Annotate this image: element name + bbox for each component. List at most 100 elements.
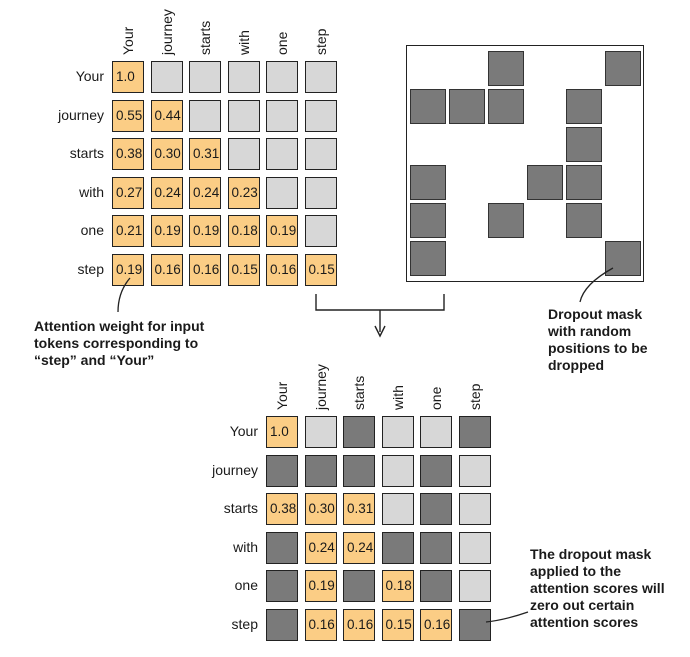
masked-cell-0-1 — [304, 416, 337, 448]
mask-cell-3-4 — [566, 165, 602, 200]
masked-cell-1-1 — [304, 454, 337, 487]
masked-cell-1-5 — [458, 454, 491, 487]
weights-cell-0-5 — [304, 61, 337, 93]
weights-row-label-with: with — [79, 183, 104, 200]
masked-cell-5-2: 0.16 — [343, 608, 375, 641]
masked-cell-5-1: 0.16 — [304, 608, 337, 641]
weights-cell-1-2 — [189, 99, 221, 132]
masked-row-label-journey: journey — [212, 461, 258, 478]
weights-cell-1-0: 0.55 — [112, 99, 144, 132]
mask-cell-0-5 — [605, 51, 641, 86]
masked-cell-3-4 — [420, 531, 452, 564]
weights-cell-1-3 — [227, 99, 260, 132]
attention-pointer-line — [117, 277, 131, 313]
masked-cell-1-3 — [381, 454, 414, 487]
masked-cell-2-3 — [381, 493, 414, 525]
masked-cell-0-4 — [420, 416, 452, 448]
masked-cell-0-2 — [343, 416, 375, 448]
mask-cell-1-1 — [449, 89, 485, 124]
masked-row-label-Your: Your — [229, 423, 258, 439]
weights-cell-3-1: 0.24 — [150, 176, 183, 209]
weights-cell-1-4 — [266, 99, 298, 132]
masked-cell-0-5 — [458, 416, 491, 448]
weights-cell-0-2 — [189, 61, 221, 93]
weights-row-label-one: one — [80, 222, 104, 238]
down-arrow-head — [374, 325, 386, 338]
masked-row-label-with: with — [233, 538, 258, 555]
masked-cell-3-3 — [381, 531, 414, 564]
weights-row-label-journey: journey — [58, 106, 104, 123]
masked-cell-2-4 — [420, 493, 452, 525]
weights-cell-0-0: 1.0 — [112, 61, 144, 93]
weights-row-label-starts: starts — [69, 145, 104, 161]
weights-cell-2-2: 0.31 — [189, 138, 221, 170]
weights-row-label-Your: Your — [75, 68, 104, 84]
masked-cell-3-2: 0.24 — [343, 531, 375, 564]
weights-cell-3-4 — [266, 176, 298, 209]
weights-cell-0-3 — [227, 61, 260, 93]
weights-cell-3-5 — [304, 176, 337, 209]
masked-cell-3-1: 0.24 — [304, 531, 337, 564]
masked-cell-5-0 — [266, 608, 298, 641]
dropout-mask-annotation: Dropout mask with random positions to be… — [548, 306, 648, 373]
mask-cell-1-0 — [410, 89, 446, 124]
weights-cell-5-1: 0.16 — [150, 253, 183, 286]
masked-cell-3-0 — [266, 531, 298, 564]
weights-cell-4-1: 0.19 — [150, 215, 183, 247]
mask-cell-1-4 — [566, 89, 602, 124]
weights-cell-1-1: 0.44 — [150, 99, 183, 132]
weights-cell-3-0: 0.27 — [112, 176, 144, 209]
dropout-applied-annotation: The dropout mask applied to the attentio… — [530, 546, 665, 630]
masked-cell-5-5 — [458, 608, 491, 641]
masked-cell-2-2: 0.31 — [343, 493, 375, 525]
mask-pointer-line — [579, 267, 614, 303]
weights-cell-4-0: 0.21 — [112, 215, 144, 247]
bracket — [315, 294, 445, 311]
masked-cell-4-3: 0.18 — [381, 570, 414, 602]
weights-cell-4-3: 0.18 — [227, 215, 260, 247]
dropout-mask-frame — [406, 45, 644, 282]
mask-cell-3-3 — [527, 165, 563, 200]
weights-cell-2-3 — [227, 138, 260, 170]
mask-cell-5-5 — [605, 241, 641, 276]
masked-cell-4-4 — [420, 570, 452, 602]
masked-cell-4-5 — [458, 570, 491, 602]
weights-cell-3-2: 0.24 — [189, 176, 221, 209]
masked-cell-4-1: 0.19 — [304, 570, 337, 602]
weights-cell-4-2: 0.19 — [189, 215, 221, 247]
masked-cell-1-4 — [420, 454, 452, 487]
weights-cell-4-5 — [304, 215, 337, 247]
mask-cell-3-0 — [410, 165, 446, 200]
masked-cell-4-0 — [266, 570, 298, 602]
masked-cell-3-5 — [458, 531, 491, 564]
mask-cell-4-2 — [488, 203, 524, 238]
weights-cell-2-5 — [304, 138, 337, 170]
masked-cell-0-0: 1.0 — [266, 416, 298, 448]
mask-cell-2-4 — [566, 127, 602, 162]
weights-cell-1-5 — [304, 99, 337, 132]
masked-cell-5-3: 0.15 — [381, 608, 414, 641]
masked-cell-2-0: 0.38 — [266, 493, 298, 525]
masked-cell-5-4: 0.16 — [420, 608, 452, 641]
weights-cell-2-1: 0.30 — [150, 138, 183, 170]
weights-cell-0-4 — [266, 61, 298, 93]
masked-row-label-one: one — [234, 577, 258, 593]
weights-cell-4-4: 0.19 — [266, 215, 298, 247]
weights-cell-3-3: 0.23 — [227, 176, 260, 209]
masked-cell-1-0 — [266, 454, 298, 487]
weights-cell-5-5: 0.15 — [304, 253, 337, 286]
masked-cell-0-3 — [381, 416, 414, 448]
masked-cell-4-2 — [343, 570, 375, 602]
masked-cell-1-2 — [343, 454, 375, 487]
weights-cell-2-0: 0.38 — [112, 138, 144, 170]
mask-cell-4-0 — [410, 203, 446, 238]
masked-cell-2-1: 0.30 — [304, 493, 337, 525]
applied-pointer-line — [485, 611, 529, 623]
weights-cell-0-1 — [150, 61, 183, 93]
weights-cell-5-4: 0.16 — [266, 253, 298, 286]
mask-cell-5-0 — [410, 241, 446, 276]
weights-cell-2-4 — [266, 138, 298, 170]
mask-cell-4-4 — [566, 203, 602, 238]
masked-cell-2-5 — [458, 493, 491, 525]
attention-weight-annotation: Attention weight for input tokens corres… — [34, 318, 205, 368]
